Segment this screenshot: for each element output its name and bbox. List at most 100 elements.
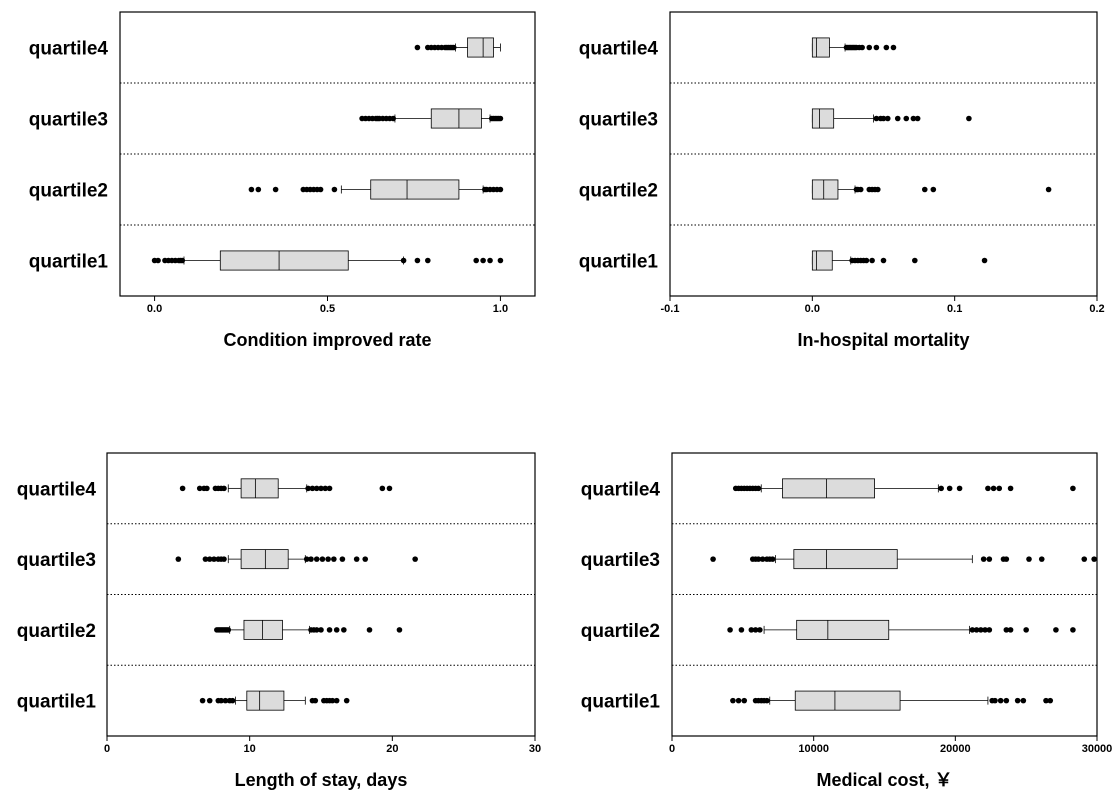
x-axis-label: In-hospital mortality xyxy=(797,330,969,350)
outlier-point xyxy=(883,44,890,51)
iqr-box xyxy=(794,690,901,711)
iqr-box xyxy=(243,619,283,640)
chart-panel-1: quartile4 quartile3 quartile2 quartile1 0.0 0… xyxy=(29,11,536,350)
x-tick-label: 10000 xyxy=(798,743,829,755)
outlier-point xyxy=(869,257,875,264)
outlier-point xyxy=(303,556,310,562)
outlier-point xyxy=(710,556,716,562)
outlier-point xyxy=(312,697,319,704)
outlier-point xyxy=(339,556,346,562)
outlier-point xyxy=(204,485,210,492)
category-label: quartile4 xyxy=(579,39,659,60)
outlier-point xyxy=(996,485,1003,492)
iqr-box xyxy=(240,549,289,570)
outlier-point xyxy=(326,485,333,492)
outlier-point xyxy=(333,627,340,633)
iqr-box xyxy=(467,37,494,58)
outlier-point xyxy=(341,627,347,633)
outlier-point xyxy=(308,556,314,562)
outlier-point xyxy=(318,627,324,633)
outlier-point xyxy=(412,556,418,562)
box-quartile3 xyxy=(811,108,972,129)
outlier-point xyxy=(366,627,373,633)
box-quartile4 xyxy=(179,478,393,499)
outlier-point xyxy=(769,556,776,562)
outlier-point xyxy=(757,627,763,633)
outlier-point xyxy=(982,627,988,633)
iqr-box xyxy=(811,37,830,58)
outlier-point xyxy=(199,697,206,704)
outlier-point xyxy=(325,556,331,562)
outlier-point xyxy=(1081,556,1088,562)
outlier-point xyxy=(990,485,997,492)
box-quartile3 xyxy=(359,108,504,129)
iqr-box xyxy=(219,250,349,271)
iqr-box xyxy=(793,549,898,570)
x-tick-label: 0.2 xyxy=(1089,303,1104,315)
x-tick-label: 30 xyxy=(529,743,541,755)
outlier-point xyxy=(225,627,232,633)
x-axis-label: Condition improved rate xyxy=(223,330,431,350)
outlier-point xyxy=(206,556,213,562)
x-tick-label: 0.0 xyxy=(805,303,820,315)
outlier-point xyxy=(175,556,182,562)
category-label: quartile4 xyxy=(17,479,97,500)
outlier-point xyxy=(414,44,421,51)
category-label: quartile2 xyxy=(17,621,96,642)
outlier-point xyxy=(857,186,864,193)
outlier-point xyxy=(764,697,770,704)
box-quartile3 xyxy=(710,549,1097,570)
outlier-point xyxy=(333,697,340,704)
outlier-point xyxy=(1070,485,1076,492)
outlier-point xyxy=(248,186,255,193)
category-label: quartile2 xyxy=(29,181,108,202)
outlier-point xyxy=(966,115,972,122)
outlier-point xyxy=(1070,627,1076,633)
outlier-point xyxy=(1043,697,1049,704)
outlier-point xyxy=(859,44,865,51)
category-label: quartile2 xyxy=(579,181,658,202)
outlier-point xyxy=(1007,485,1014,492)
outlier-point xyxy=(222,697,229,704)
outlier-point xyxy=(1003,697,1010,704)
outlier-point xyxy=(206,697,213,704)
outlier-point xyxy=(875,186,881,193)
outlier-point xyxy=(343,697,350,704)
outlier-point xyxy=(890,44,897,51)
outlier-point xyxy=(1047,697,1054,704)
outlier-point xyxy=(884,115,891,122)
outlier-point xyxy=(748,627,755,633)
box-quartile2 xyxy=(811,179,1052,200)
box-quartile1 xyxy=(151,250,504,271)
outlier-point xyxy=(313,556,320,562)
outlier-point xyxy=(981,257,988,264)
category-label: quartile3 xyxy=(17,550,96,571)
outlier-point xyxy=(1038,556,1045,562)
outlier-point xyxy=(196,485,203,492)
outlier-point xyxy=(946,485,953,492)
outlier-point xyxy=(179,485,186,492)
outlier-point xyxy=(735,697,742,704)
outlier-point xyxy=(903,115,910,122)
iqr-box xyxy=(782,478,875,499)
x-tick-label: 10 xyxy=(244,743,256,755)
category-label: quartile3 xyxy=(581,550,660,571)
outlier-point xyxy=(480,257,486,264)
category-label: quartile1 xyxy=(579,252,659,273)
box-quartile1 xyxy=(730,690,1054,711)
x-tick-label: 20 xyxy=(386,743,398,755)
outlier-point xyxy=(759,556,766,562)
outlier-point xyxy=(497,115,504,122)
outlier-point xyxy=(738,627,745,633)
outlier-point xyxy=(956,485,963,492)
outlier-point xyxy=(997,697,1004,704)
outlier-point xyxy=(362,556,369,562)
outlier-point xyxy=(973,627,980,633)
plot-frame xyxy=(106,452,536,737)
outlier-point xyxy=(318,485,324,492)
box-quartile3 xyxy=(175,549,418,570)
outlier-point xyxy=(326,627,333,633)
outlier-point xyxy=(396,627,403,633)
outlier-point xyxy=(873,115,880,122)
chart-panel-4: quartile4 quartile3 quartile2 quartile1 0 100… xyxy=(581,452,1112,790)
